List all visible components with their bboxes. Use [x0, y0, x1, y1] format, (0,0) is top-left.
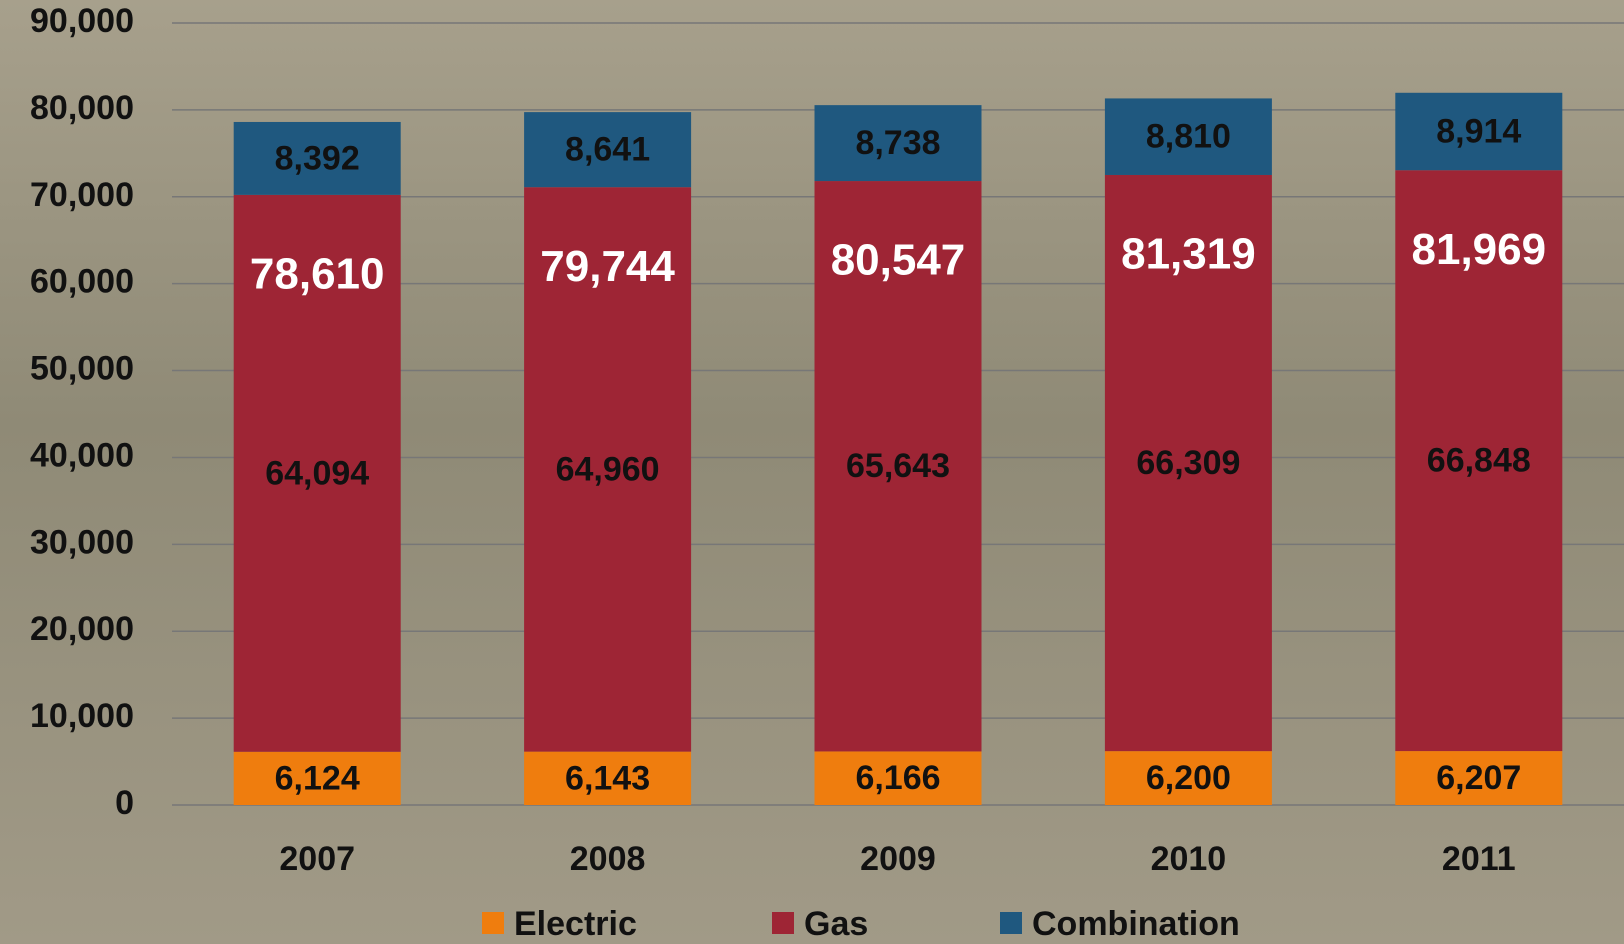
data-label: 6,124: [275, 759, 360, 797]
data-label: 6,166: [855, 759, 940, 797]
total-label: 78,610: [250, 250, 385, 299]
y-tick-label: 50,000: [30, 350, 134, 388]
bar-segment: [233, 194, 401, 752]
bar-segment: [524, 187, 692, 752]
y-tick-label: 60,000: [30, 263, 134, 301]
bar-segment: [1104, 98, 1272, 175]
total-label: 81,969: [1412, 225, 1547, 274]
data-label: 66,309: [1136, 444, 1240, 482]
y-tick-label: 40,000: [30, 436, 134, 474]
total-label: 81,319: [1121, 230, 1256, 279]
legend-swatch: [1000, 912, 1022, 934]
legend-label: Gas: [804, 905, 868, 943]
bar-segment: [1395, 751, 1563, 805]
data-label: 8,392: [275, 139, 360, 177]
x-tick-label: 2007: [279, 840, 355, 878]
bar-segment: [233, 751, 401, 805]
x-tick-label: 2008: [570, 840, 646, 878]
legend-swatch: [482, 912, 504, 934]
x-tick-label: 2009: [860, 840, 936, 878]
y-tick-label: 70,000: [30, 176, 134, 214]
data-label: 8,738: [855, 124, 940, 162]
bar-segment: [524, 751, 692, 805]
data-label: 64,094: [265, 454, 369, 492]
bar-segment: [1104, 174, 1272, 752]
data-label: 65,643: [846, 447, 950, 485]
x-tick-label: 2010: [1151, 840, 1227, 878]
data-label: 64,960: [556, 450, 660, 488]
x-tick-label: 2011: [1442, 840, 1516, 878]
y-tick-label: 30,000: [30, 523, 134, 561]
y-tick-label: 10,000: [30, 697, 134, 735]
data-label: 6,143: [565, 759, 650, 797]
bar-segment: [524, 112, 692, 188]
data-label: 66,848: [1427, 442, 1531, 480]
total-label: 80,547: [831, 236, 966, 285]
data-label: 6,207: [1436, 759, 1521, 797]
bar-segment: [814, 105, 982, 182]
bar-segment: [233, 121, 401, 195]
data-label: 8,914: [1436, 112, 1521, 150]
legend-label: Electric: [514, 905, 637, 943]
total-label: 79,744: [540, 242, 675, 291]
data-label: 6,200: [1146, 759, 1231, 797]
bar-segment: [814, 181, 982, 752]
legend-swatch: [772, 912, 794, 934]
bar-segment: [1104, 751, 1272, 805]
legend-label: Combination: [1032, 905, 1240, 943]
y-tick-label: 90,000: [30, 2, 134, 40]
y-tick-label: 0: [115, 784, 134, 822]
data-label: 8,641: [565, 131, 650, 169]
data-label: 8,810: [1146, 118, 1231, 156]
bar-segment: [1395, 92, 1563, 171]
bar-segment: [1395, 170, 1563, 752]
y-tick-label: 80,000: [30, 89, 134, 127]
bar-segment: [814, 751, 982, 805]
y-tick-label: 20,000: [30, 610, 134, 648]
